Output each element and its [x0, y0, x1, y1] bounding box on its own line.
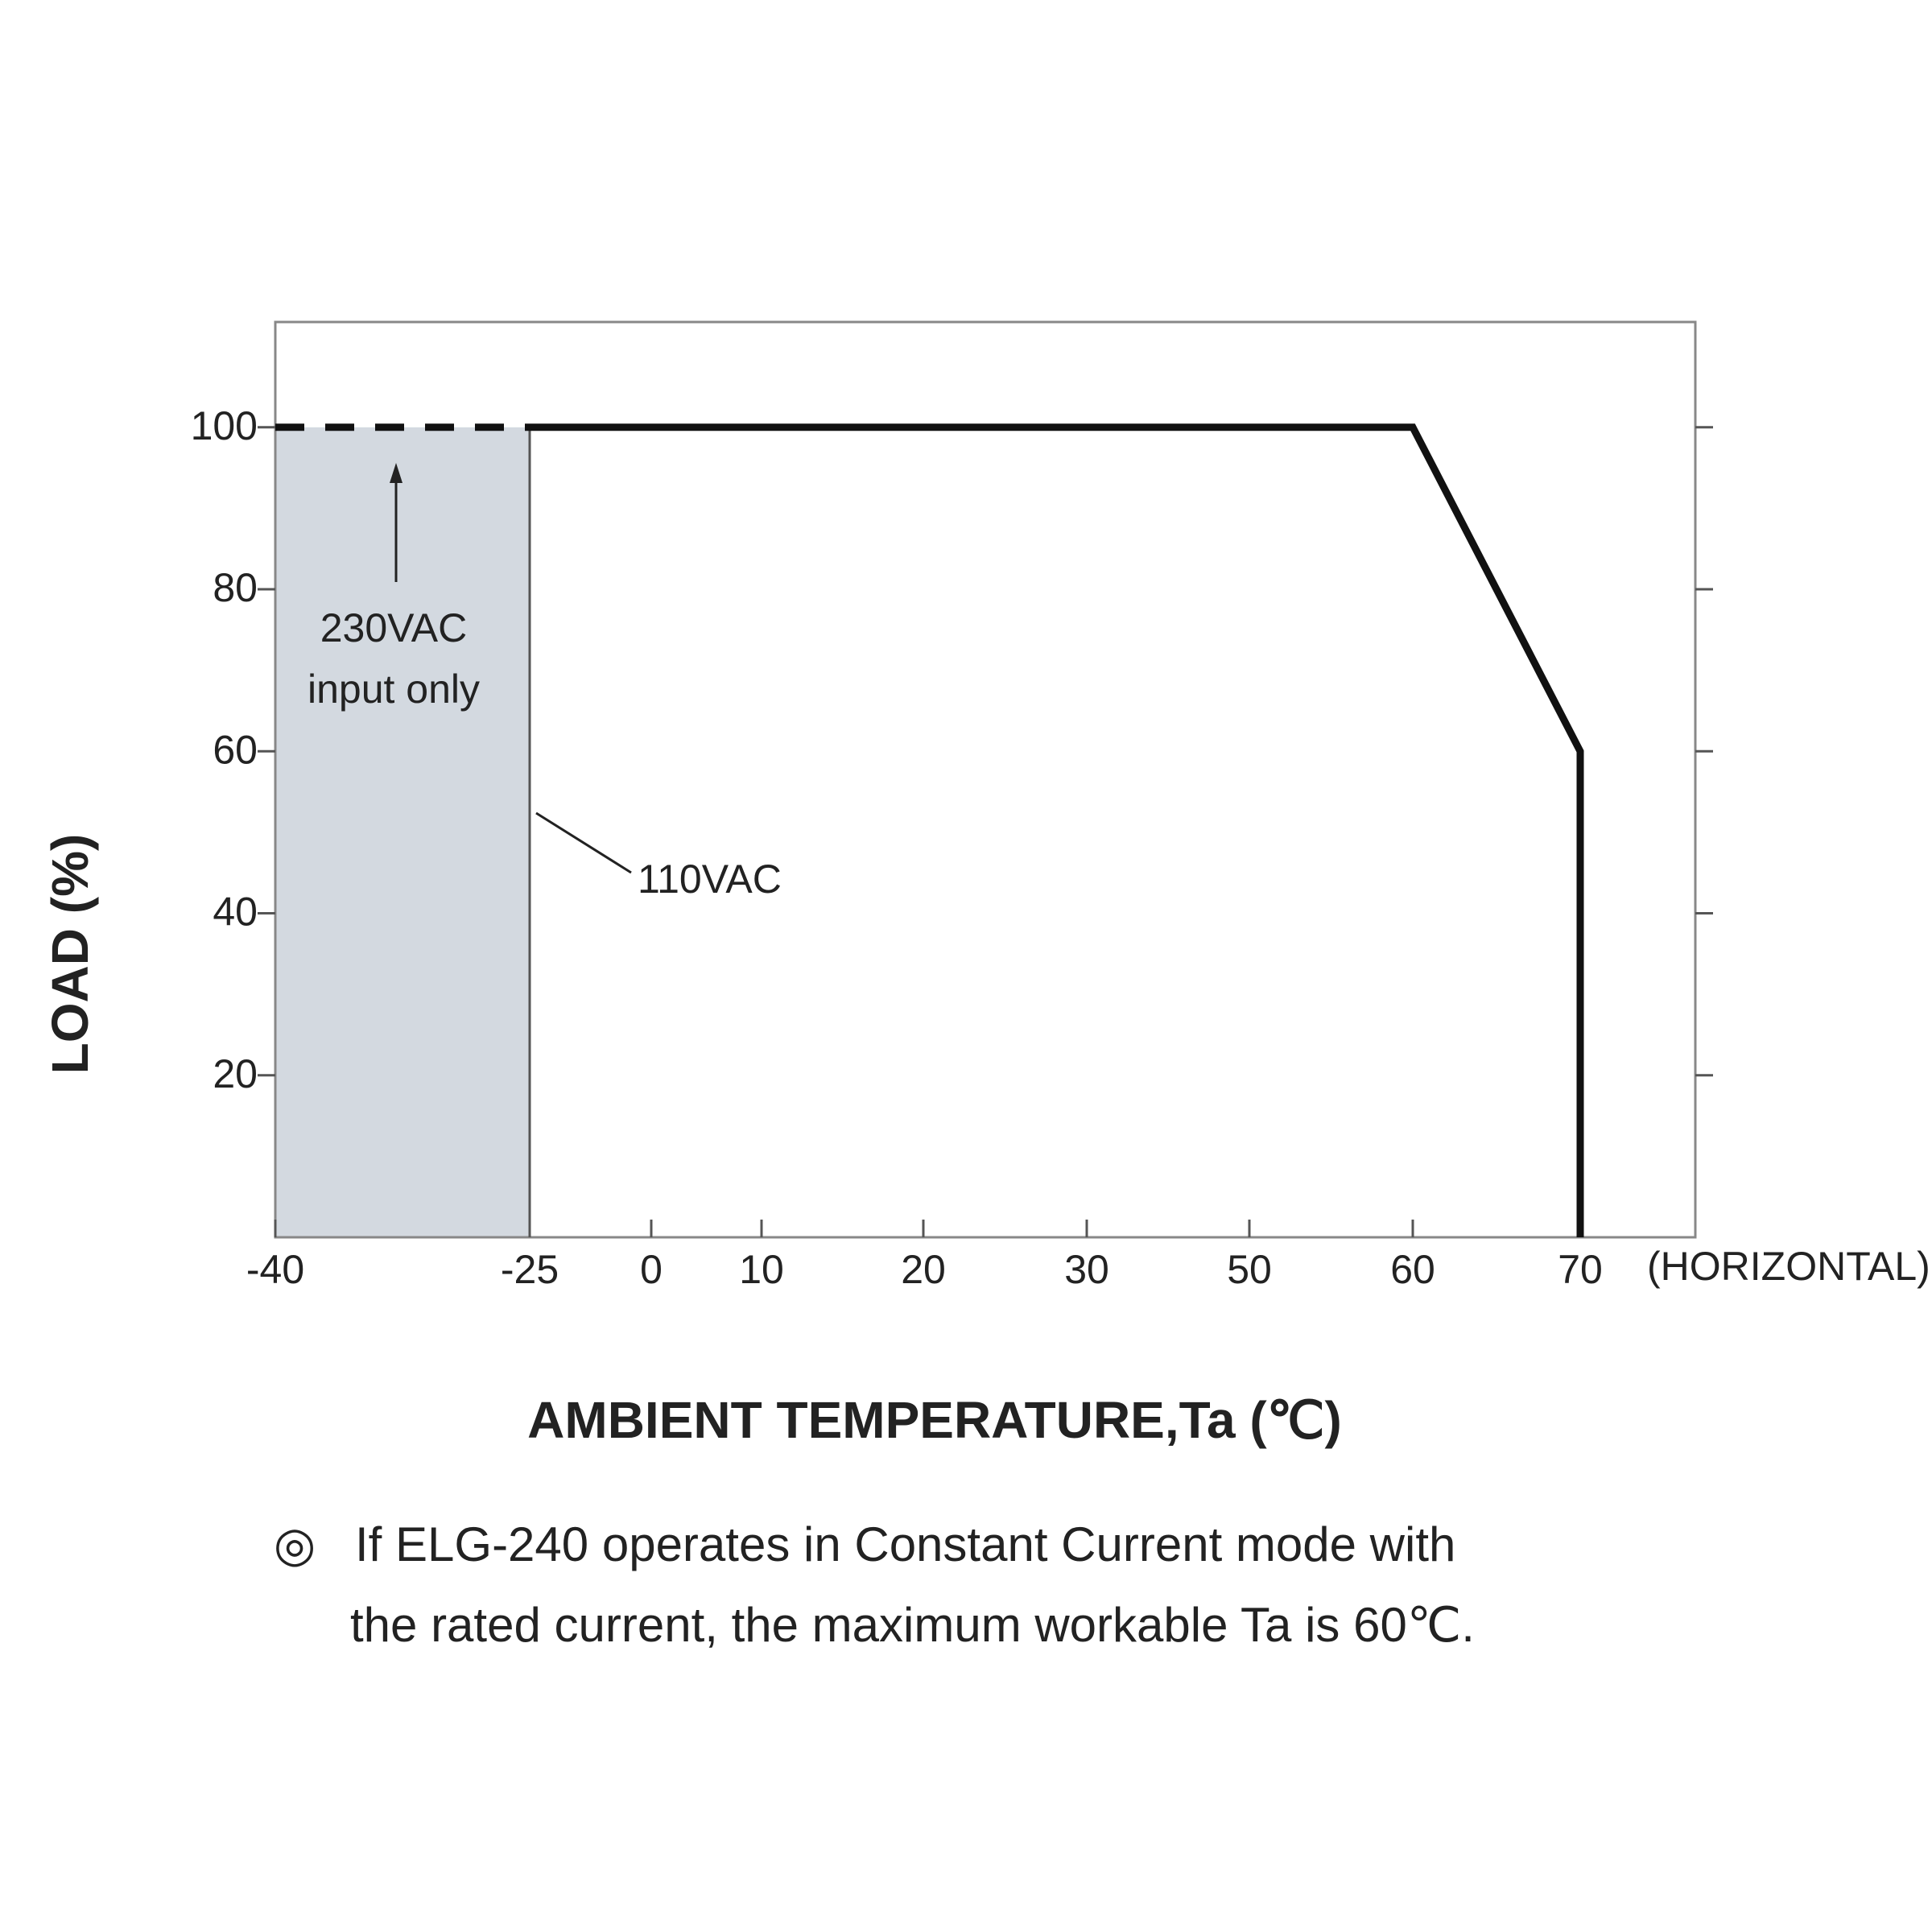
series-label-line: 230VAC [320, 605, 468, 650]
x-tick-label: 30 [1064, 1247, 1109, 1292]
note-line: the rated current, the maximum workable … [350, 1598, 1475, 1652]
x-axis-label: AMBIENT TEMPERATURE,Ta (℃) [527, 1391, 1342, 1449]
plot-frame [274, 320, 1697, 1239]
x-tick-label: 70 [1558, 1247, 1603, 1292]
y-tick-label: 60 [213, 727, 258, 772]
arrow-head [390, 463, 402, 483]
x-tick-label: -25 [501, 1247, 559, 1292]
y-tick-label: 80 [213, 565, 258, 610]
y-axis-label: LOAD (%) [41, 834, 99, 1075]
x-tick-label: 60 [1390, 1247, 1435, 1292]
y-tick-label: 40 [213, 890, 258, 935]
shaded-region [275, 427, 530, 1237]
series-label: 230VAC input only [308, 605, 480, 712]
x-tick-label: 50 [1227, 1247, 1272, 1292]
annotation-arrow [535, 811, 632, 874]
y-tick-label: 20 [213, 1051, 258, 1096]
note-bullet: ◎ [274, 1517, 316, 1571]
x-tick-label: 10 [739, 1247, 784, 1292]
note-line: If ELG-240 operates in Constant Current … [355, 1517, 1455, 1571]
series-line [530, 423, 1584, 1237]
x-tick-label: -40 [246, 1247, 304, 1292]
x-tick-label: 0 [640, 1247, 663, 1292]
x-axis-note: (HORIZONTAL) [1647, 1244, 1930, 1289]
series-label: 110VAC [638, 857, 782, 902]
y-tick-label: 100 [191, 403, 258, 448]
series-label-line: input only [308, 667, 480, 712]
x-tick-label: 20 [901, 1247, 946, 1292]
